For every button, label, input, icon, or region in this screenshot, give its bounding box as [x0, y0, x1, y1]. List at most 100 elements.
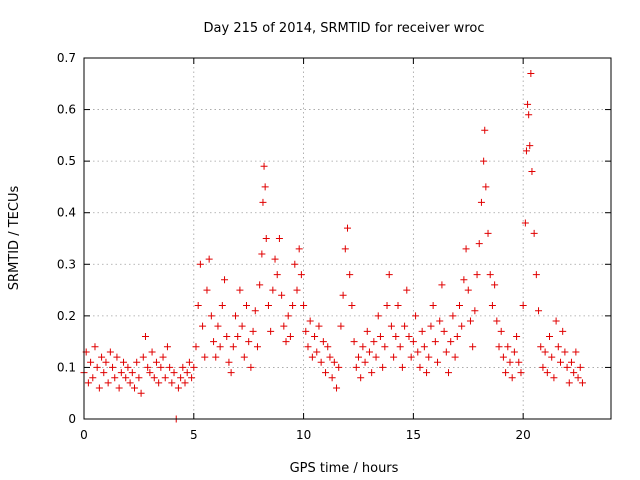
axis-ticks: 0 0.1 0.2 0.3 0.4 0.5 0.6 0.7 0 5 10 15 20 — [57, 51, 611, 442]
data-point — [199, 322, 207, 330]
data-point — [315, 322, 323, 330]
data-point — [278, 291, 286, 299]
data-point — [245, 338, 253, 346]
data-point — [284, 312, 292, 320]
data-point — [541, 348, 549, 356]
data-point — [521, 219, 529, 227]
data-point — [354, 353, 362, 361]
data-point — [469, 343, 477, 351]
data-point — [146, 369, 154, 377]
data-point — [574, 374, 582, 382]
data-point — [502, 369, 510, 377]
data-point — [515, 358, 523, 366]
data-point — [247, 363, 255, 371]
data-point — [188, 374, 196, 382]
data-point — [499, 353, 507, 361]
data-point — [317, 358, 325, 366]
y-tick-label: 0.5 — [57, 154, 76, 168]
data-point — [493, 317, 501, 325]
data-point — [259, 198, 267, 206]
data-points — [80, 69, 586, 423]
x-axis-label: GPS time / hours — [290, 461, 399, 476]
data-point — [236, 286, 244, 294]
data-point — [401, 322, 409, 330]
data-point — [368, 369, 376, 377]
data-point — [359, 343, 367, 351]
data-point — [229, 343, 237, 351]
y-tick-label: 0.1 — [57, 360, 76, 374]
data-point — [133, 358, 141, 366]
data-point — [504, 343, 512, 351]
data-point — [350, 338, 358, 346]
data-point — [341, 245, 349, 253]
data-point — [383, 302, 391, 310]
data-point — [177, 374, 185, 382]
y-tick-label: 0.7 — [57, 51, 76, 65]
data-point — [486, 271, 494, 279]
data-point — [352, 363, 360, 371]
data-point — [216, 343, 224, 351]
data-point — [372, 353, 380, 361]
data-point — [159, 353, 167, 361]
data-point — [335, 363, 343, 371]
data-point — [429, 302, 437, 310]
data-point — [528, 167, 536, 175]
data-point — [319, 338, 327, 346]
data-point — [570, 369, 578, 377]
data-point — [269, 286, 277, 294]
data-point — [185, 358, 193, 366]
data-point — [576, 363, 584, 371]
data-point — [115, 384, 123, 392]
data-point — [242, 302, 250, 310]
data-point — [324, 343, 332, 351]
chart-title: Day 215 of 2014, SRMTID for receiver wro… — [204, 21, 485, 36]
data-point — [532, 271, 540, 279]
data-point — [361, 358, 369, 366]
data-point — [491, 281, 499, 289]
data-point — [256, 281, 264, 289]
data-point — [559, 327, 567, 335]
data-point — [442, 348, 450, 356]
x-tick-label: 10 — [296, 428, 311, 442]
data-point — [240, 353, 248, 361]
data-point — [203, 286, 211, 294]
data-point — [161, 374, 169, 382]
y-tick-label: 0 — [68, 412, 76, 426]
data-point — [273, 271, 281, 279]
data-point — [477, 198, 485, 206]
data-point — [98, 353, 106, 361]
data-point — [106, 348, 114, 356]
data-point — [409, 338, 417, 346]
data-point — [436, 317, 444, 325]
data-point — [87, 358, 95, 366]
data-point — [513, 332, 521, 340]
data-point — [210, 338, 218, 346]
data-point — [548, 353, 556, 361]
data-point — [95, 384, 103, 392]
data-point — [473, 271, 481, 279]
data-point — [431, 338, 439, 346]
data-point — [313, 348, 321, 356]
data-point — [262, 235, 270, 242]
data-point — [126, 379, 134, 387]
data-point — [264, 302, 272, 310]
data-point — [475, 240, 483, 248]
data-point — [530, 229, 538, 237]
data-point — [144, 363, 152, 371]
data-point — [218, 302, 226, 310]
data-point — [357, 374, 365, 382]
data-point — [131, 384, 139, 392]
data-point — [550, 374, 558, 382]
data-point — [539, 363, 547, 371]
data-point — [104, 379, 112, 387]
data-point — [346, 271, 354, 279]
data-point — [453, 332, 461, 340]
data-point — [337, 322, 345, 330]
data-point — [546, 332, 554, 340]
data-point — [117, 369, 125, 377]
data-point — [196, 260, 204, 268]
data-point — [295, 245, 303, 253]
data-point — [157, 363, 165, 371]
data-point — [282, 338, 290, 346]
data-point — [412, 312, 420, 320]
